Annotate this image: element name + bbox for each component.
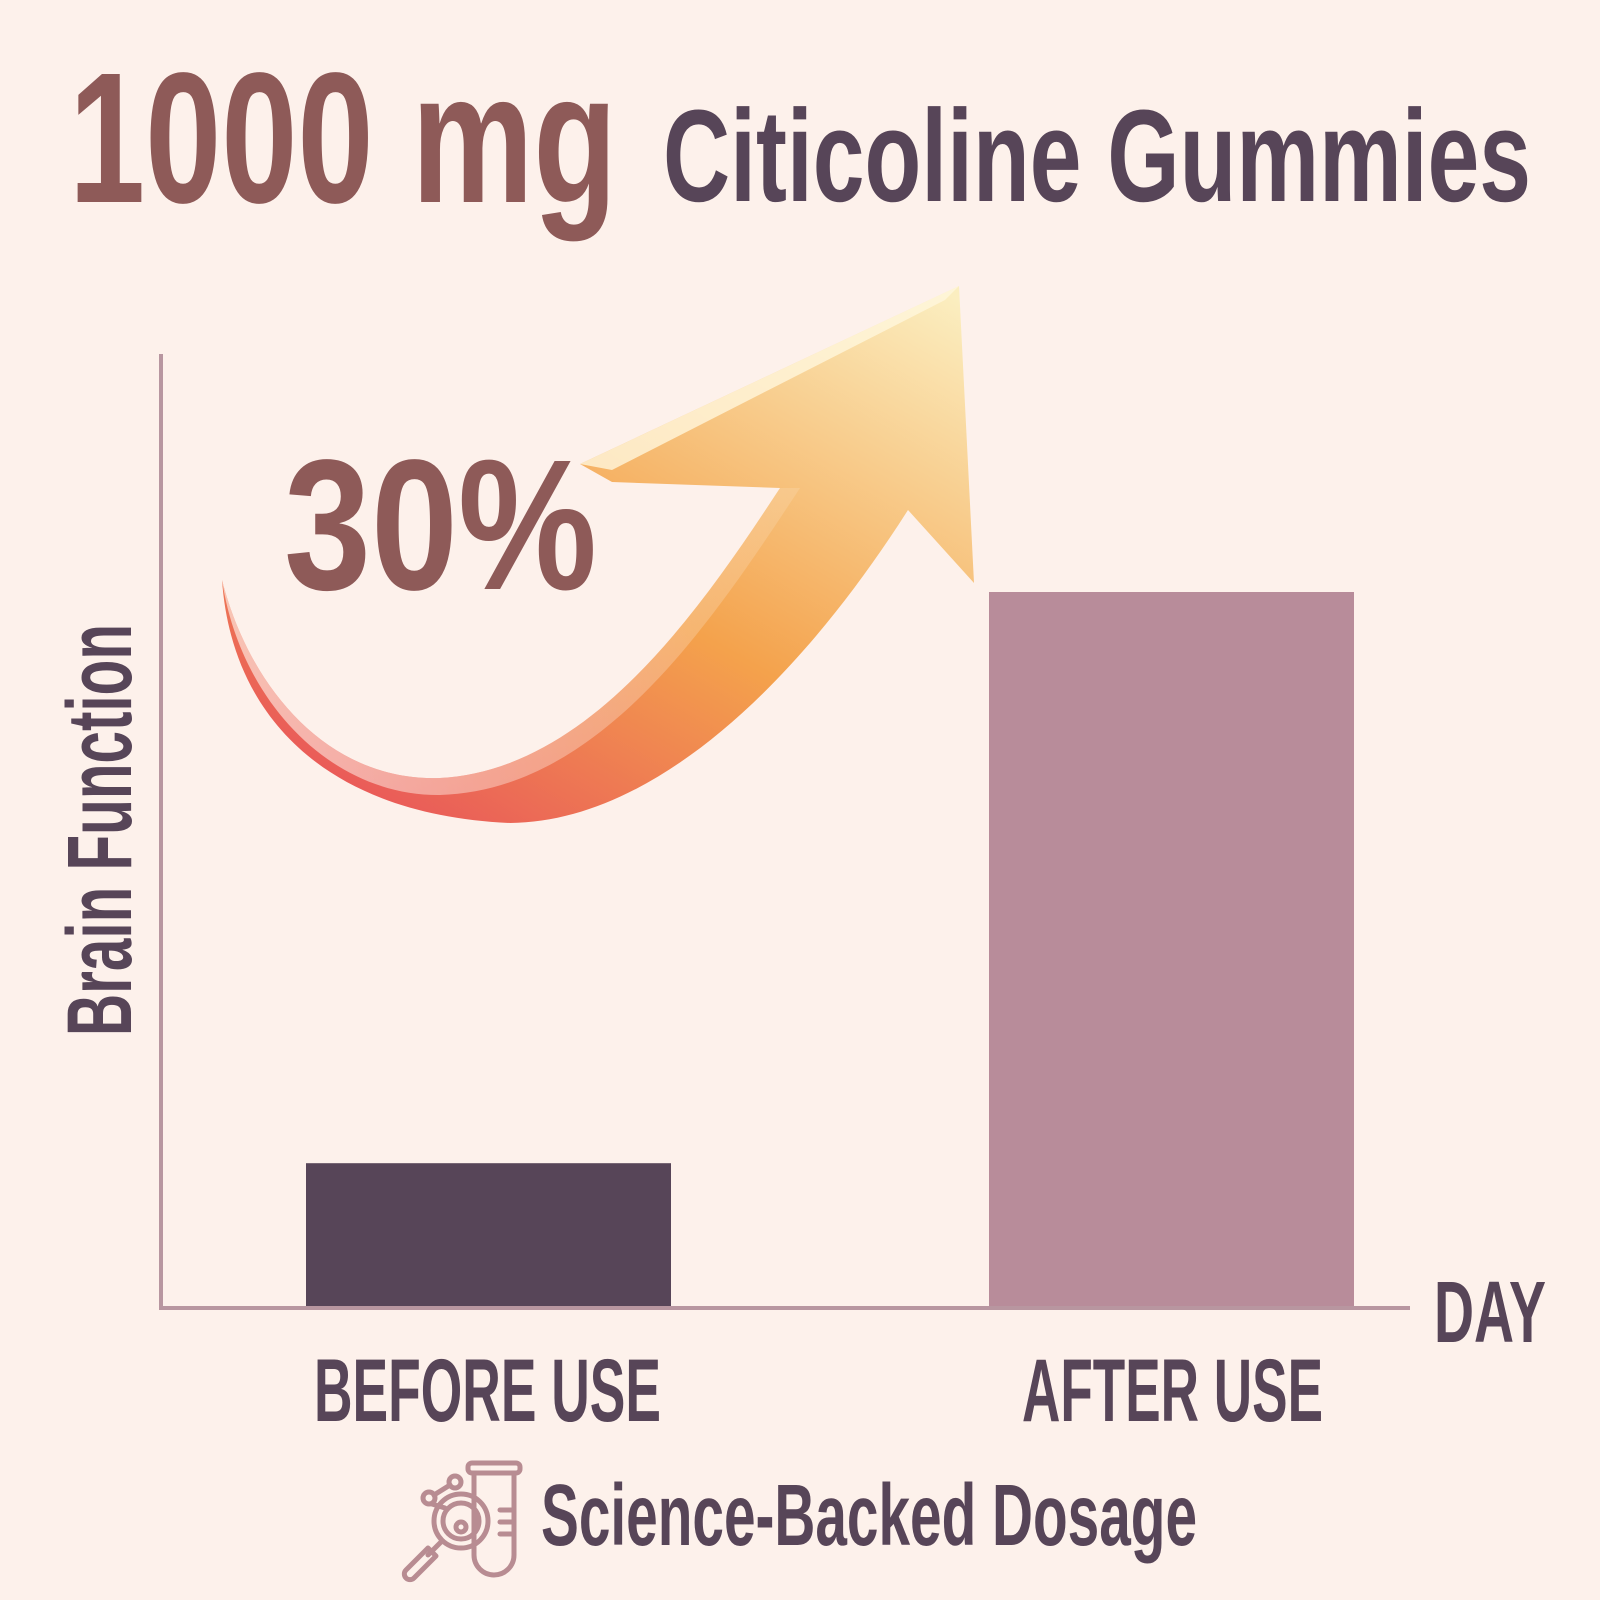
growth-arrow <box>222 286 974 823</box>
title-product: Citicoline Gummies <box>663 82 1531 229</box>
growth-percent: 30% <box>284 422 597 629</box>
magnifier-test-tube-icon <box>401 1460 523 1583</box>
bar-after-use <box>989 592 1354 1306</box>
title-dose: 1000 mg <box>69 35 617 242</box>
footer-label: Science-Backed Dosage <box>541 1467 1197 1564</box>
bar-before-use <box>306 1163 671 1306</box>
x-axis-label: DAY <box>1434 1264 1546 1361</box>
category-label-after: AFTER USE <box>1022 1340 1323 1440</box>
y-axis-label: Brain Function <box>49 624 151 1036</box>
category-label-before: BEFORE USE <box>314 1340 661 1440</box>
